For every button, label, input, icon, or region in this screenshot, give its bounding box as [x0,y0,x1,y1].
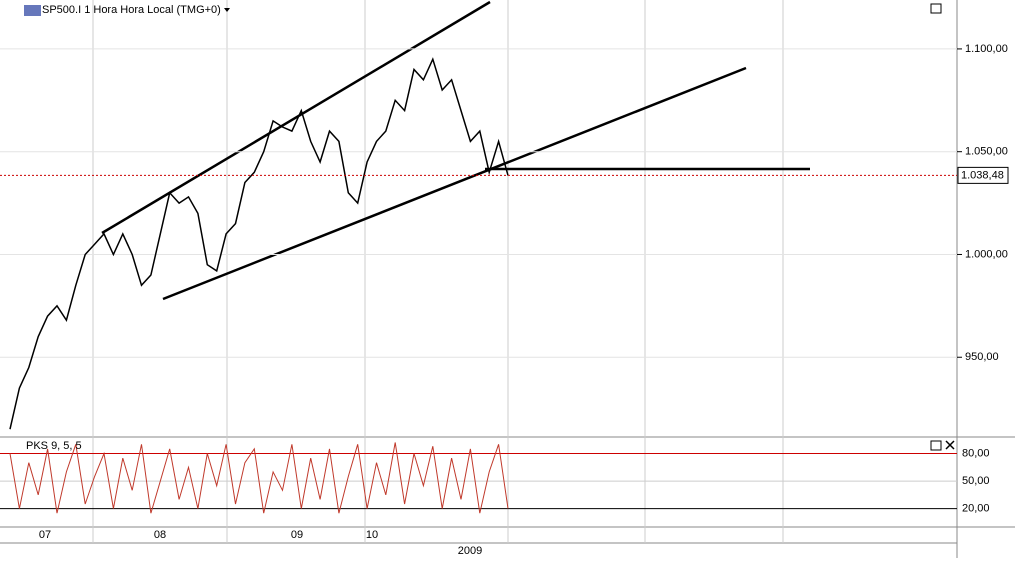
close-button[interactable] [945,440,955,450]
dropdown-arrow[interactable] [224,8,230,12]
trendline [162,66,747,301]
y-tick-label: 950,00 [965,351,999,363]
indicator-title: PKS 9, 5, 5 [26,440,82,452]
trendline [101,0,491,235]
x-tick-label: 07 [39,529,51,541]
y-tick-label: 1.100,00 [965,43,1008,55]
indicator-tick-label: 50,00 [962,475,990,487]
x-tick-label: 08 [154,529,166,541]
price-line [9,57,509,430]
last-price-label: 1.038,48 [961,169,1004,181]
y-tick-label: 1.000,00 [965,248,1008,260]
last-price-box [957,166,1009,184]
chart-title: SP500.I 1 Hora Hora Local (TMG+0) [42,4,221,16]
maximize-button[interactable] [930,440,942,451]
x-tick-label: 10 [366,529,378,541]
x-tick-label: 09 [291,529,303,541]
y-tick-label: 1.050,00 [965,146,1008,158]
indicator-tick-label: 20,00 [962,503,990,515]
indicator-tick-label: 80,00 [962,447,990,459]
maximize-button[interactable] [930,3,942,14]
trendlines [101,0,810,301]
cfd-icon [24,5,41,16]
year-label: 2009 [458,545,482,557]
indicator-line [9,442,509,514]
